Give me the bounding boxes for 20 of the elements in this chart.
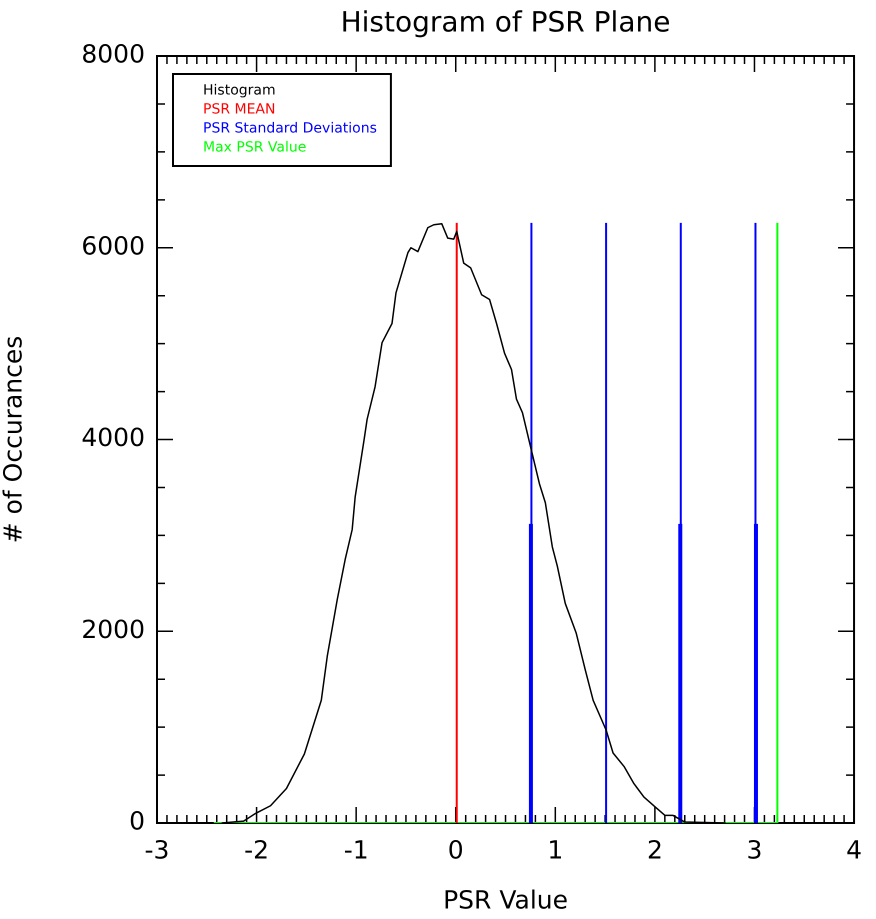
x-tick-label: 2 <box>646 836 663 864</box>
y-tick-label: 0 <box>129 806 145 836</box>
x-tick-label: 1 <box>547 836 564 864</box>
y-tick-label: 6000 <box>81 231 145 260</box>
x-tick-label: 0 <box>448 836 464 864</box>
x-tick-label: -1 <box>344 836 369 864</box>
text: PSR Standard Deviations <box>203 120 377 137</box>
y-tick-label: 8000 <box>81 40 145 68</box>
chart-title: Histogram of PSR Plane <box>340 5 670 38</box>
y-tick-label: 2000 <box>81 614 145 644</box>
text: PSR MEAN <box>203 102 276 118</box>
x-tick-label: -3 <box>144 836 170 864</box>
x-tick-label: -2 <box>244 836 270 864</box>
text: Max PSR Value <box>203 140 306 156</box>
y-tick-label: 4000 <box>81 423 145 452</box>
y-axis-title: # of Occurances <box>0 336 28 544</box>
legend-label: Histogram <box>203 82 276 99</box>
x-tick-label: 4 <box>846 836 862 864</box>
x-axis-title: PSR Value <box>443 886 568 914</box>
x-tick-label: 3 <box>746 836 762 864</box>
